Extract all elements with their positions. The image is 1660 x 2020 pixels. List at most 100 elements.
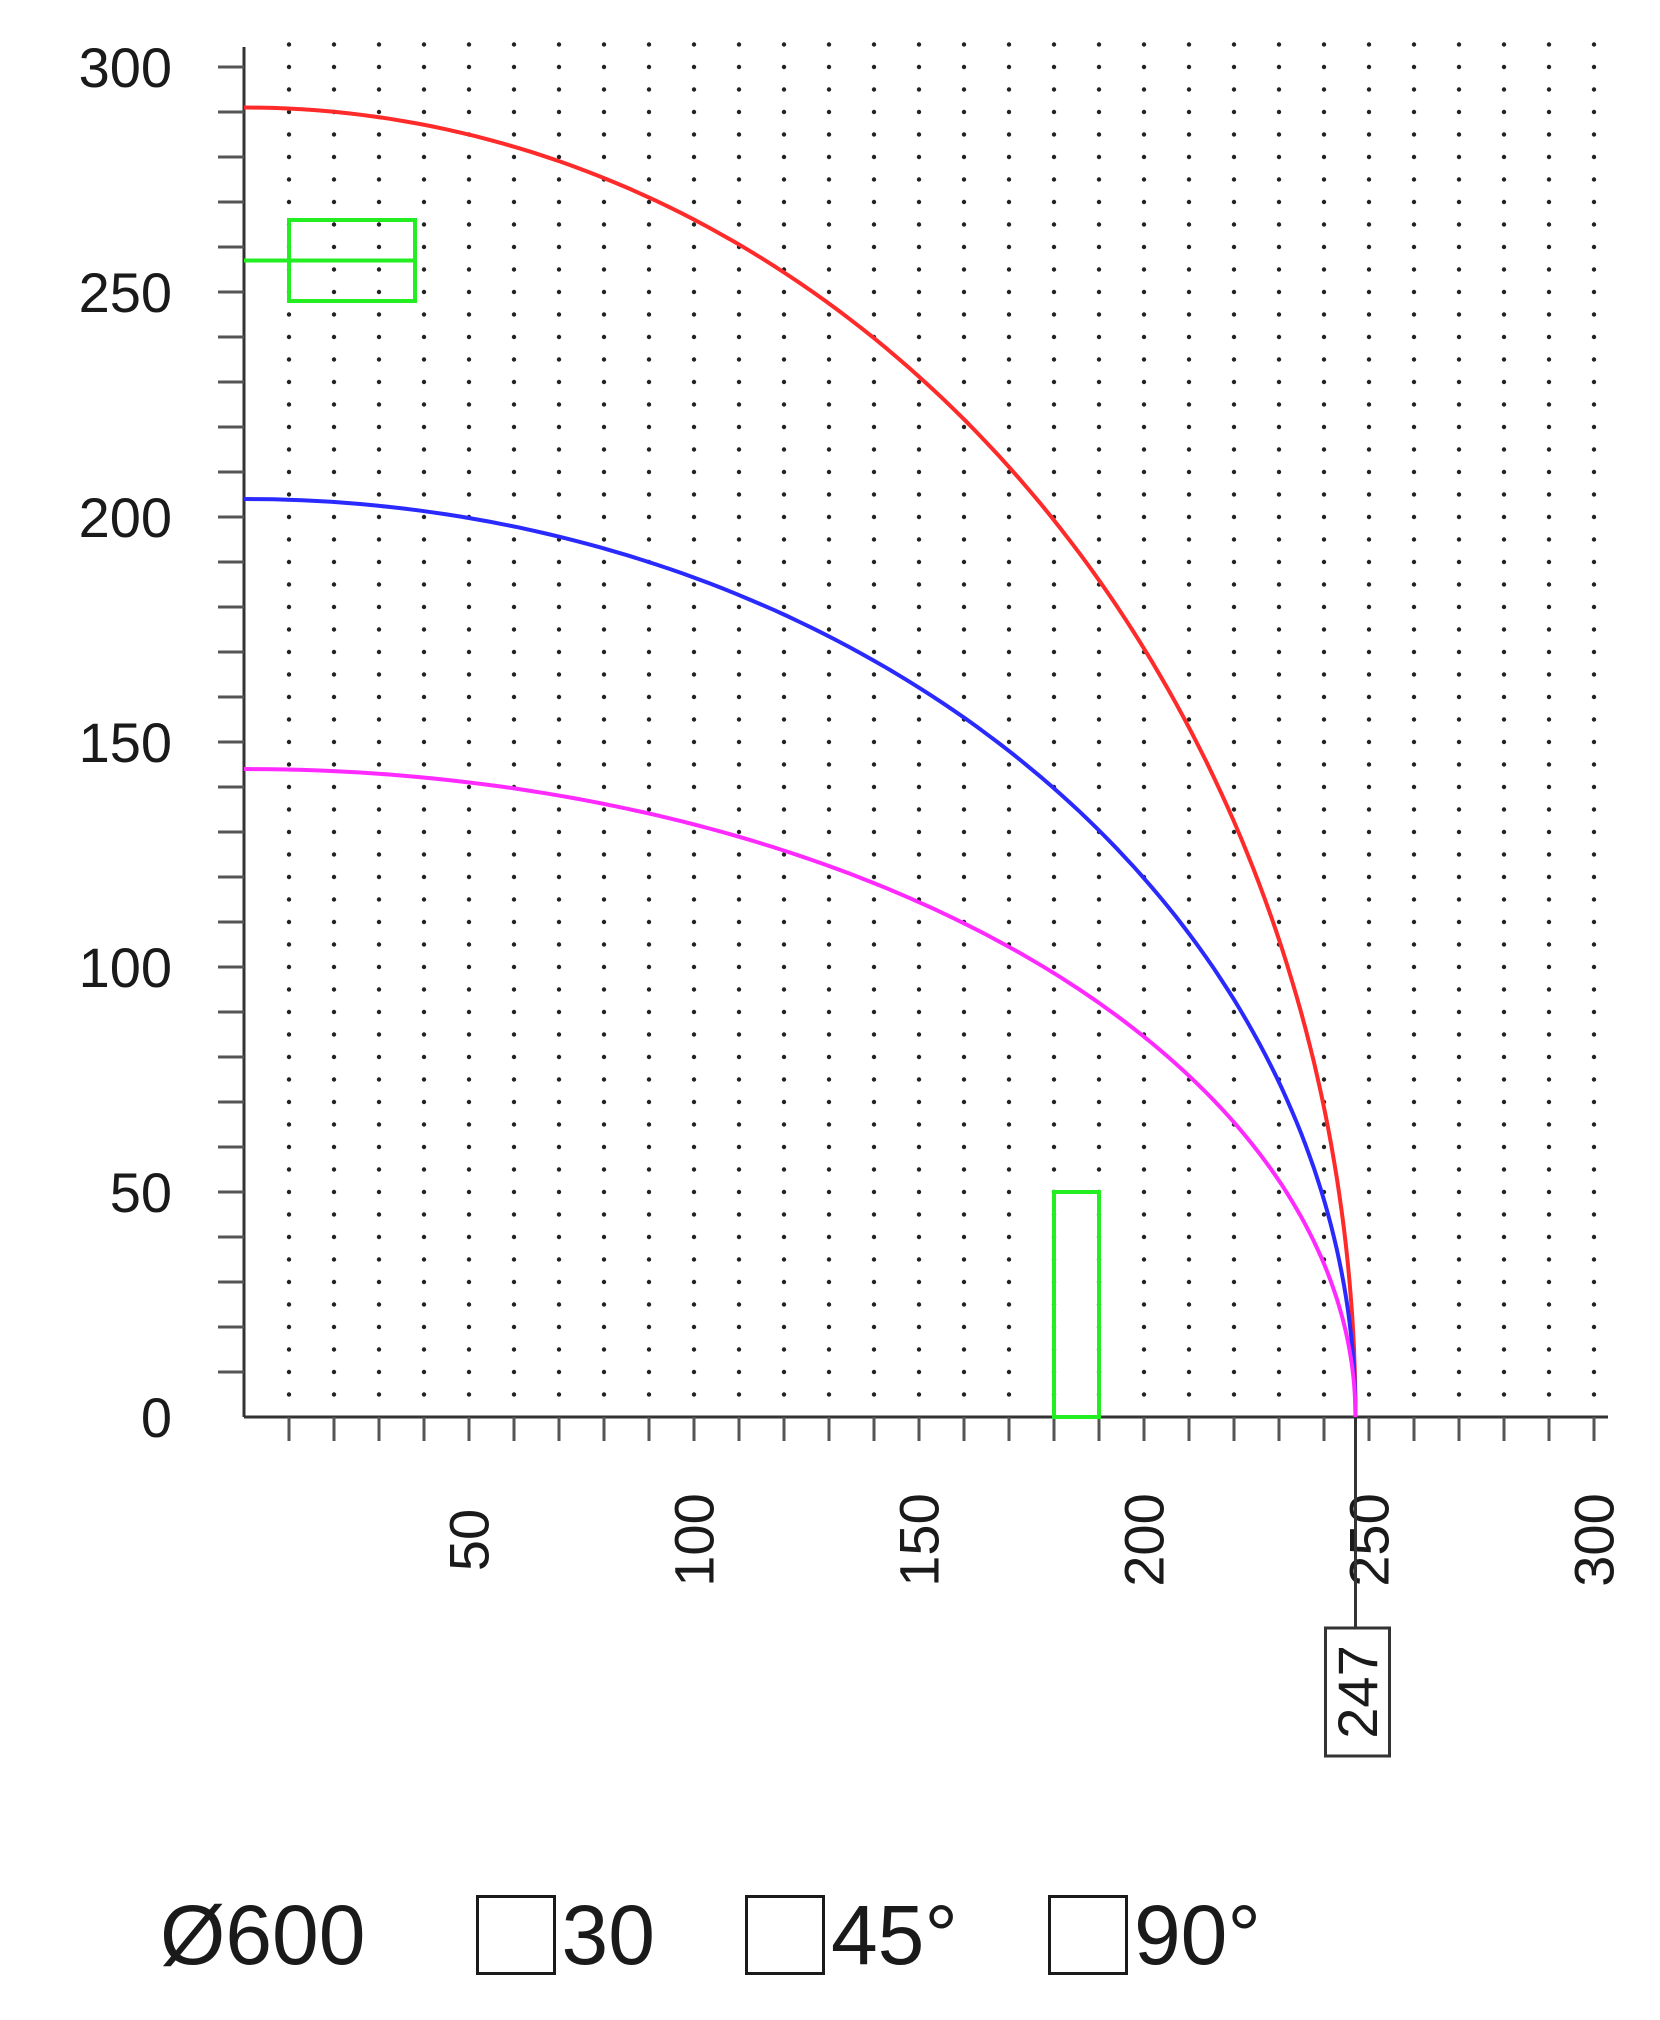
grid-dot (1591, 1032, 1597, 1037)
grid-dot (1231, 1099, 1237, 1105)
grid-dot (736, 357, 742, 362)
grid-dot (1231, 1054, 1237, 1060)
x-tick-label: 200 (1113, 1493, 1176, 1586)
grid-dot (1231, 199, 1237, 205)
grid-dot (691, 312, 697, 317)
grid-dot (1051, 919, 1057, 925)
grid-dot (736, 717, 742, 722)
grid-dot (1456, 672, 1462, 677)
grid-dot (1321, 1392, 1327, 1397)
grid-dot (466, 154, 472, 160)
grid-dot (286, 312, 292, 317)
grid-dot (1231, 762, 1237, 767)
grid-dot (1366, 1302, 1372, 1307)
grid-dot (1321, 132, 1327, 137)
grid-dot (736, 289, 742, 295)
grid-dot (331, 1302, 337, 1307)
grid-dot (916, 1347, 922, 1352)
grid-dot (1456, 1077, 1462, 1082)
grid-dot (1186, 1324, 1192, 1330)
grid-dot (421, 1257, 427, 1262)
grid-dot (1366, 132, 1372, 137)
grid-dot (376, 694, 382, 700)
grid-dot (736, 919, 742, 925)
checkbox-90[interactable] (1047, 1895, 1128, 1975)
grid-dot (736, 154, 742, 160)
grid-dot (1186, 379, 1192, 385)
grid-dot (466, 1144, 472, 1150)
grid-dot (691, 402, 697, 407)
grid-dot (1276, 1324, 1282, 1330)
grid-dot (421, 1369, 427, 1375)
grid-dot (1411, 154, 1417, 160)
grid-dot (1366, 852, 1372, 857)
grid-dot (1096, 964, 1102, 970)
legend-item-90[interactable]: 90° (1047, 1887, 1261, 1984)
legend-item-45[interactable]: 45° (744, 1887, 958, 1984)
grid-dot (1096, 312, 1102, 317)
legend-item-30[interactable]: 30 (475, 1887, 655, 1984)
grid-dot (1231, 717, 1237, 722)
grid-dot (916, 492, 922, 497)
grid-dot (826, 1392, 832, 1397)
grid-dot (1546, 604, 1552, 610)
grid-dot (1546, 64, 1552, 70)
grid-dot (1231, 1347, 1237, 1352)
grid-dot (916, 357, 922, 362)
grid-dot (1366, 1212, 1372, 1217)
grid-dot (1006, 132, 1012, 137)
grid-dot (421, 1077, 427, 1082)
grid-dot (466, 87, 472, 92)
grid-dot (286, 559, 292, 565)
grid-dot (1051, 154, 1057, 160)
grid-dot (961, 1144, 967, 1150)
grid-dot (1096, 357, 1102, 362)
grid-dot (466, 1099, 472, 1105)
grid-dot (421, 1347, 427, 1352)
grid-dot (1546, 897, 1552, 902)
grid-dot (1186, 1302, 1192, 1307)
grid-dot (1411, 1167, 1417, 1172)
dotted-grid (286, 42, 1597, 1397)
callout-value: 247 (1326, 1645, 1389, 1738)
grid-dot (781, 447, 787, 452)
grid-dot (1231, 694, 1237, 700)
grid-dot (376, 1167, 382, 1172)
grid-dot (466, 672, 472, 677)
grid-dot (601, 694, 607, 700)
grid-dot (556, 199, 562, 205)
grid-dot (331, 1009, 337, 1015)
grid-dot (826, 402, 832, 407)
grid-dot (1366, 537, 1372, 542)
grid-dot (1276, 874, 1282, 880)
grid-dot (1141, 1167, 1147, 1172)
grid-dot (1456, 1279, 1462, 1285)
grid-dot (511, 919, 517, 925)
grid-dot (1006, 1257, 1012, 1262)
grid-dot (1276, 807, 1282, 812)
grid-dot (916, 222, 922, 227)
grid-dot (646, 312, 652, 317)
grid-dot (1366, 177, 1372, 182)
grid-dot (286, 762, 292, 767)
grid-dot (1411, 42, 1417, 47)
grid-dot (466, 964, 472, 970)
checkbox-45[interactable] (744, 1895, 825, 1975)
grid-dot (421, 964, 427, 970)
grid-dot (511, 1369, 517, 1375)
grid-dot (1501, 987, 1507, 992)
grid-dot (646, 289, 652, 295)
grid-dot (1456, 379, 1462, 385)
checkbox-30[interactable] (475, 1895, 556, 1975)
grid-dot (916, 987, 922, 992)
grid-dot (511, 1144, 517, 1150)
grid-dot (1366, 1369, 1372, 1375)
grid-dot (1276, 334, 1282, 340)
grid-dot (691, 1279, 697, 1285)
grid-dot (916, 964, 922, 970)
grid-dot (736, 1347, 742, 1352)
grid-dot (916, 514, 922, 520)
grid-dot (286, 1144, 292, 1150)
grid-dot (376, 177, 382, 182)
grid-dot (1051, 267, 1057, 272)
